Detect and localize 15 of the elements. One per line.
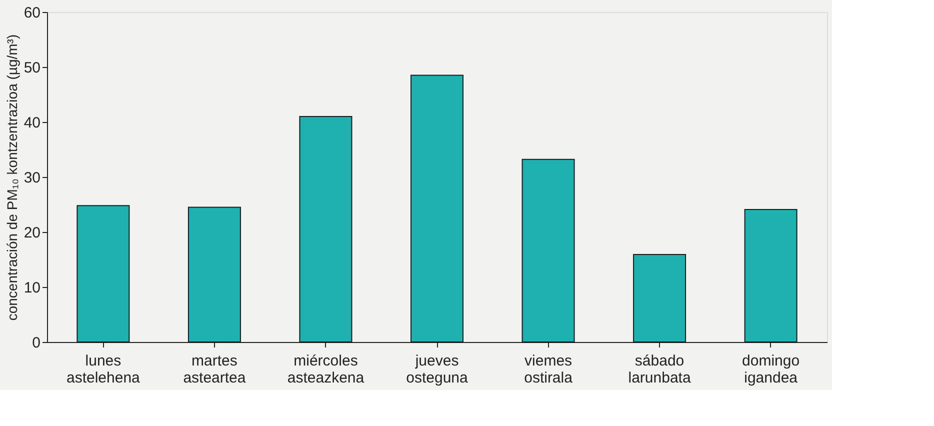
y-tick-label: 20 [24, 224, 40, 242]
y-axis-title: concentración de PM₁₀ kontzentrazioa (µg/m³) [4, 34, 20, 321]
x-tick-label: domingo igandea [742, 352, 800, 386]
x-tick-label: lunes astelehena [66, 352, 141, 386]
y-tick-label: 40 [24, 114, 40, 132]
y-tick-label: 60 [24, 4, 40, 22]
x-tick-label: martes asteartea [183, 352, 246, 386]
y-tick-label: 30 [24, 170, 40, 186]
x-tick-label: sábado larunbata [628, 352, 692, 386]
x-tick-label: jueves osteguna [406, 352, 469, 386]
x-tick-label: viemes ostirala [524, 352, 574, 386]
y-tick-label: 0 [32, 334, 40, 352]
y-tick-label: 50 [24, 60, 40, 76]
y-tick-label: 10 [24, 280, 40, 296]
x-tick-label: miércoles asteazkena [287, 352, 365, 386]
